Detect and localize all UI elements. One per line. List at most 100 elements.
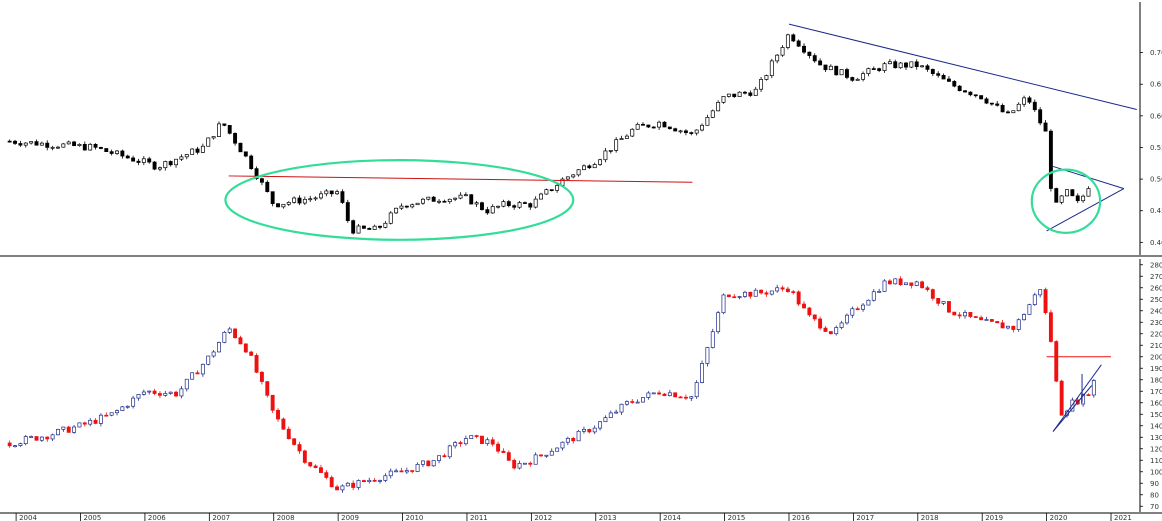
top-highlight-ellipse bbox=[224, 159, 575, 241]
top-candle bbox=[512, 205, 517, 208]
top-candle bbox=[141, 158, 146, 163]
top-candle bbox=[700, 124, 704, 131]
top-candle bbox=[571, 174, 576, 178]
bottom-candle bbox=[1006, 325, 1010, 329]
top-candle bbox=[608, 150, 613, 152]
top-candle bbox=[807, 51, 812, 56]
top-candle bbox=[764, 75, 769, 80]
top-trendline bbox=[1046, 188, 1125, 232]
bottom-y-tick-label: 260 bbox=[1150, 284, 1162, 292]
top-candle bbox=[319, 193, 323, 199]
bottom-candle bbox=[195, 372, 200, 375]
top-candle bbox=[195, 148, 200, 153]
top-candle bbox=[211, 136, 216, 139]
bottom-candle bbox=[1086, 394, 1091, 397]
bottom-y-tick-label: 270 bbox=[1150, 273, 1162, 281]
top-candle bbox=[399, 205, 404, 209]
x-tick-label: 2010 bbox=[406, 514, 424, 521]
bottom-candle bbox=[276, 409, 280, 420]
bottom-candle bbox=[694, 382, 699, 398]
bottom-candle bbox=[431, 460, 436, 467]
bottom-candle bbox=[1027, 304, 1032, 315]
top-candle bbox=[743, 91, 747, 94]
bottom-candle bbox=[823, 327, 828, 332]
top-candle bbox=[217, 123, 221, 137]
top-candle bbox=[297, 197, 302, 204]
top-candle bbox=[82, 144, 87, 151]
top-candle bbox=[646, 124, 651, 128]
top-candle bbox=[227, 125, 232, 134]
top-candle bbox=[415, 202, 420, 206]
top-candle bbox=[184, 154, 189, 158]
bottom-candle bbox=[721, 294, 726, 314]
bottom-candle bbox=[914, 281, 919, 286]
bottom-candle bbox=[984, 319, 989, 321]
bottom-candle bbox=[844, 314, 849, 324]
top-candle bbox=[592, 164, 597, 169]
top-candle bbox=[249, 155, 254, 169]
top-y-tick-label: 0.65 bbox=[1150, 81, 1162, 89]
top-candle bbox=[329, 190, 334, 195]
bottom-candle bbox=[619, 403, 624, 413]
top-candle bbox=[603, 150, 608, 161]
top-candle bbox=[270, 191, 275, 204]
top-candle bbox=[276, 203, 280, 208]
top-candle bbox=[802, 45, 806, 53]
bottom-candle bbox=[957, 314, 962, 317]
bottom-candle bbox=[367, 479, 372, 482]
bottom-candle bbox=[1054, 341, 1059, 382]
bottom-candle bbox=[796, 291, 801, 305]
top-candle bbox=[200, 145, 205, 153]
bottom-candle bbox=[340, 485, 345, 491]
top-candle bbox=[1006, 111, 1010, 114]
bottom-candle bbox=[673, 392, 678, 398]
bottom-candle bbox=[259, 371, 264, 382]
bottom-candle bbox=[705, 347, 710, 364]
bottom-candle bbox=[995, 321, 1000, 324]
bottom-candle bbox=[485, 439, 490, 444]
top-candle bbox=[1038, 109, 1043, 124]
top-candle bbox=[34, 141, 39, 146]
top-candle bbox=[136, 160, 141, 163]
bottom-candle bbox=[141, 391, 146, 395]
bottom-candle bbox=[522, 462, 527, 465]
top-candle bbox=[254, 168, 259, 179]
top-candle bbox=[77, 144, 82, 147]
bottom-y-tick-label: 110 bbox=[1150, 457, 1162, 465]
bottom-candle bbox=[361, 480, 366, 482]
bottom-candle bbox=[807, 307, 812, 316]
bottom-candle bbox=[582, 429, 586, 432]
bottom-candle bbox=[82, 422, 87, 425]
bottom-candle bbox=[630, 401, 635, 403]
bottom-candle bbox=[1022, 314, 1027, 321]
bottom-candle bbox=[372, 479, 377, 482]
bottom-candle bbox=[968, 312, 973, 317]
top-candle bbox=[324, 190, 329, 195]
bottom-candle bbox=[458, 442, 463, 445]
top-candle bbox=[13, 140, 17, 144]
bottom-candle bbox=[190, 372, 195, 380]
x-tick-label: 2016 bbox=[792, 514, 810, 521]
top-candle bbox=[522, 202, 527, 204]
top-trendline bbox=[228, 175, 693, 183]
top-candle bbox=[904, 62, 908, 68]
top-candle bbox=[356, 225, 361, 234]
top-candle bbox=[442, 200, 447, 203]
x-tick-label: 2014 bbox=[663, 514, 681, 521]
top-candle bbox=[1022, 97, 1027, 105]
bottom-candle bbox=[909, 282, 914, 286]
bottom-candle bbox=[732, 296, 737, 299]
top-candle bbox=[855, 78, 860, 81]
top-candle bbox=[925, 65, 930, 70]
bottom-candle bbox=[759, 289, 764, 294]
x-tick-label: 2013 bbox=[599, 514, 617, 521]
bottom-candle bbox=[496, 443, 501, 452]
top-y-tick-label: 0.55 bbox=[1150, 144, 1162, 152]
bottom-y-tick-label: 70 bbox=[1150, 503, 1159, 511]
top-candle bbox=[109, 151, 114, 154]
bottom-candle bbox=[533, 454, 538, 465]
bottom-candle bbox=[1048, 312, 1053, 342]
top-candle bbox=[989, 102, 994, 105]
bottom-candle bbox=[157, 393, 162, 396]
bottom-candle bbox=[286, 428, 291, 440]
